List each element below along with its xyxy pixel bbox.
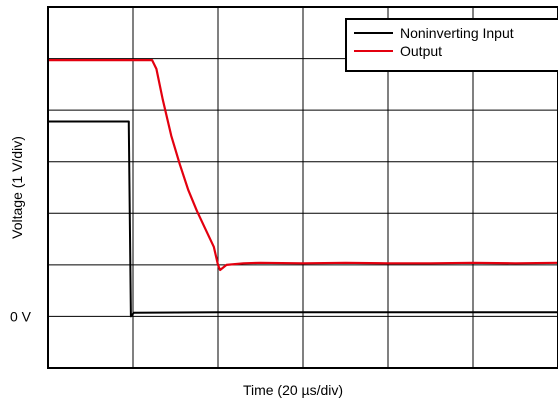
trace-output [48,59,558,272]
traces [48,59,558,318]
legend: Noninverting Input Output [345,18,558,72]
trace-noninverting-input [48,120,558,318]
legend-box [345,18,558,72]
legend-label-output: Output [400,43,442,59]
plot-frame [47,6,558,369]
grid-lines [48,7,558,368]
y-axis-label: Voltage (1 V/div) [9,136,25,239]
y-tick-label: 0 V [10,308,32,324]
legend-label-noninverting-input: Noninverting Input [400,25,514,41]
y-tick-labels: 0 V [10,308,32,324]
x-axis-label: Time (20 µs/div) [243,382,343,398]
